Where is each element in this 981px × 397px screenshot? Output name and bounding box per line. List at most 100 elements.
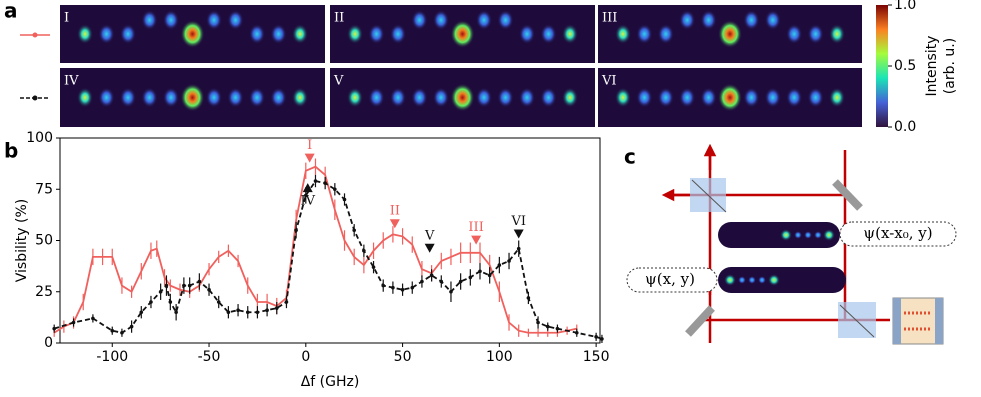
mode-lobe (411, 10, 428, 30)
data-point (197, 279, 202, 284)
data-point (284, 300, 289, 304)
mode-lobe (206, 87, 222, 108)
field-label: ψ(x, y) (645, 270, 695, 288)
mode-lobe (227, 10, 244, 30)
y-axis-label: Visbility (%) (14, 199, 30, 282)
label-box (626, 267, 718, 293)
data-point (245, 310, 250, 315)
image-label: IV (64, 74, 79, 89)
mode-lobe (679, 10, 696, 30)
annotation-label: V (424, 228, 435, 243)
mode-lobe (829, 24, 845, 44)
data-point (129, 324, 134, 329)
image-label: III (602, 11, 617, 26)
y-tick-label: 100 (26, 130, 53, 146)
beam-profile (718, 222, 840, 248)
data-point (371, 265, 376, 269)
legend-marker (32, 32, 38, 38)
colorbar-label: Intensity (924, 36, 940, 97)
data-point (362, 248, 366, 253)
beam-profile (780, 229, 835, 241)
data-point (497, 263, 502, 267)
data-point (516, 246, 521, 251)
mode-lobe (519, 87, 535, 108)
mode-lobe (562, 24, 578, 44)
mode-lobe (120, 24, 136, 44)
mode-lobe (368, 24, 385, 44)
diagram: ψ(x-x₀, y) ψ(x, y) (626, 143, 957, 345)
beam-splitter (839, 304, 875, 338)
x-axis-label: Δf (GHz) (301, 374, 360, 390)
data-point (381, 283, 386, 288)
mode-lobe (270, 24, 287, 44)
mode-lobe (163, 10, 179, 30)
data-point (187, 283, 192, 288)
cavity (935, 298, 943, 344)
mode-lobe (180, 83, 205, 112)
data-point (236, 308, 240, 313)
mode-lobe (292, 24, 308, 44)
annotation-marker (302, 183, 313, 193)
annotation-marker (424, 243, 435, 253)
data-point (449, 289, 453, 294)
x-tick-label: 0 (301, 349, 310, 365)
mode-lobe (540, 24, 557, 44)
mode-lobe (657, 87, 674, 108)
mode-lobe (807, 87, 824, 108)
data-point (149, 300, 153, 304)
colorbar-tick-label: 0.5 (894, 58, 916, 74)
mode-lobe (249, 87, 265, 108)
x-tick-label: -50 (198, 349, 221, 365)
beam-splitter (838, 302, 876, 338)
data-point (294, 228, 298, 233)
data-point (507, 259, 511, 263)
y-tick-label: 0 (44, 335, 53, 351)
mode-lobe (764, 10, 781, 30)
mode-lobe (77, 24, 93, 44)
panel-label: c (624, 145, 636, 169)
data-point (182, 283, 186, 288)
data-point (600, 337, 604, 341)
x-tick-label: 150 (583, 349, 610, 365)
mode-lobe (433, 87, 449, 108)
image-label: VI (601, 74, 617, 89)
mode-lobe (636, 24, 653, 44)
annotation-marker (513, 229, 524, 239)
data-point (333, 187, 337, 192)
mode-lobe (120, 87, 136, 108)
data-point (71, 320, 76, 325)
image-label: I (64, 11, 69, 26)
mode-lobe (347, 24, 363, 44)
annotation-marker (304, 153, 315, 163)
mode-lobe (98, 24, 115, 44)
mode-lobe (98, 87, 115, 108)
annotation-label: IV (300, 194, 315, 209)
data-point (478, 269, 482, 274)
mode-lobe (540, 87, 557, 108)
mode-lobe (163, 87, 179, 108)
colorbar-tick-label: 1.0 (894, 0, 916, 13)
legend-marker (32, 95, 38, 101)
mode-lobe (227, 87, 244, 108)
data-point (420, 279, 424, 284)
mode-lobe (786, 87, 803, 108)
x-tick-label: 50 (394, 349, 412, 365)
x-tick-label: -100 (96, 349, 128, 365)
series-line (53, 165, 577, 334)
mode-lobe (497, 10, 514, 30)
annotation-marker (389, 219, 400, 229)
panel-label: a (4, 0, 18, 23)
data-point (410, 285, 415, 290)
data-point (439, 279, 444, 284)
mode-lobe (476, 10, 492, 30)
beam-profile (724, 274, 780, 286)
cavity (892, 297, 944, 345)
series-line (53, 180, 603, 340)
colorbar (876, 5, 888, 127)
annotation-label: III (468, 220, 483, 235)
mode-lobe (450, 20, 475, 48)
mode-lobe (206, 10, 222, 30)
data-point (91, 316, 95, 321)
data-point (400, 287, 405, 292)
